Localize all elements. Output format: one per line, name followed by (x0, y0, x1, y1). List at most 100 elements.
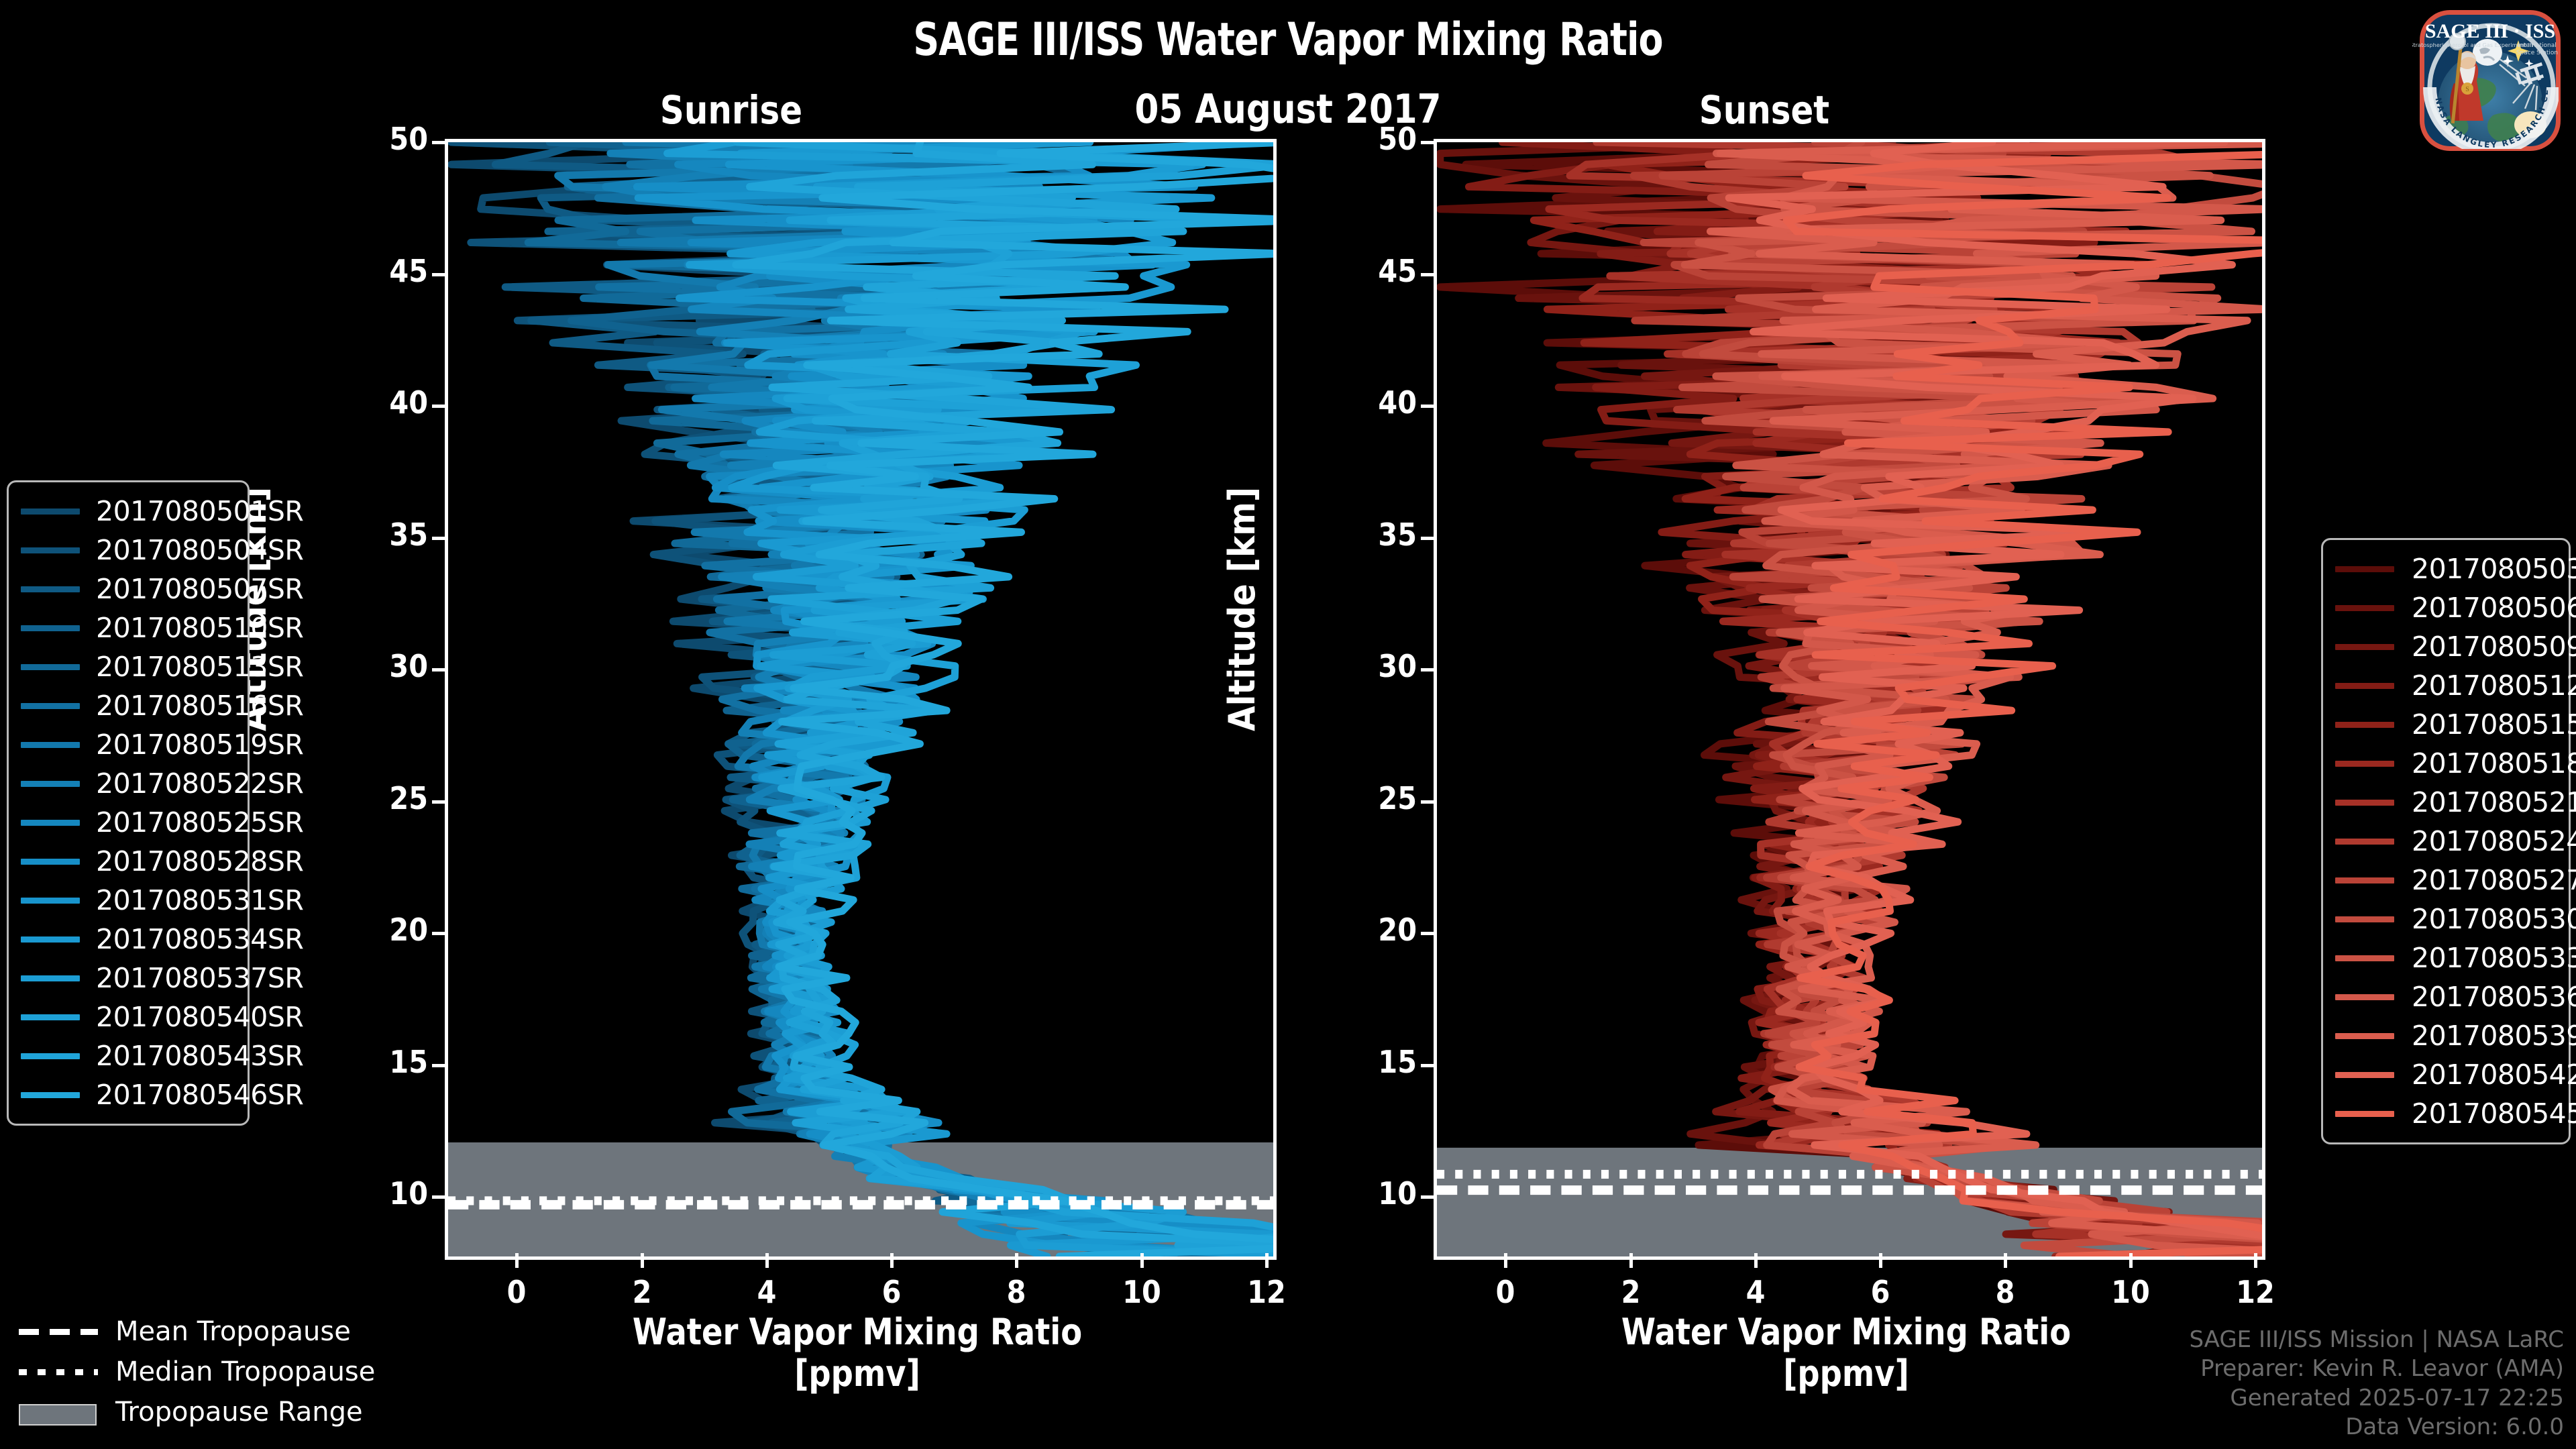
x-tick-label: 12 (2236, 1274, 2275, 1310)
legend-item[interactable]: 2017080513SR (21, 647, 304, 686)
x-tick-mark (515, 1253, 519, 1268)
legend-color-swatch (21, 625, 80, 631)
x-tick-label: 2 (1621, 1274, 1641, 1310)
legend-item[interactable]: 2017080503SS (2335, 549, 2576, 588)
legend-item-label: 2017080509SS (2412, 631, 2576, 663)
legend-item-label: 2017080519SR (96, 729, 304, 761)
y-tick-label: 15 (1378, 1043, 1417, 1080)
y-tick-mark (432, 800, 447, 804)
legend-item[interactable]: 2017080531SR (21, 881, 304, 920)
y-tick-mark (432, 272, 447, 276)
x-tick-label: 4 (1746, 1274, 1766, 1310)
y-tick-label: 45 (389, 252, 428, 289)
legend-item[interactable]: 2017080527SS (2335, 861, 2576, 900)
legend-item[interactable]: 2017080543SR (21, 1036, 304, 1075)
x-tick-mark (765, 1253, 769, 1268)
y-tick-mark (1421, 536, 1436, 540)
legend-item-label: 2017080516SR (96, 690, 304, 722)
legend-item-label: 2017080534SR (96, 923, 304, 955)
x-tick-mark (640, 1253, 644, 1268)
footer-credits: SAGE III/ISS Mission | NASA LaRC Prepare… (2189, 1326, 2564, 1442)
legend-item[interactable]: 2017080539SS (2335, 1016, 2576, 1055)
legend-color-swatch (21, 936, 80, 943)
legend-item[interactable]: 2017080521SS (2335, 783, 2576, 822)
dotted-line-icon (19, 1363, 98, 1381)
page-title: SAGE III/ISS Water Vapor Mixing Ratio (913, 13, 1663, 66)
tropopause-legend: Mean Tropopause Median Tropopause Tropop… (19, 1311, 375, 1432)
legend-item[interactable]: 2017080501SR (21, 492, 304, 531)
legend-item[interactable]: 2017080516SR (21, 686, 304, 725)
legend-item[interactable]: 2017080533SS (2335, 938, 2576, 977)
legend-color-swatch (21, 897, 80, 904)
y-tick-mark (1421, 405, 1436, 409)
legend-item-label: 2017080531SR (96, 884, 304, 916)
legend-color-swatch (21, 586, 80, 592)
legend-item-label: 2017080521SS (2412, 786, 2576, 818)
y-tick-label: 10 (389, 1175, 428, 1212)
legend-color-swatch (21, 663, 80, 670)
x-tick-label: 8 (1996, 1274, 2015, 1310)
legend-item-label: 2017080522SR (96, 767, 304, 800)
tropopause-range-label: Tropopause Range (115, 1397, 363, 1428)
x-tick-label: 0 (507, 1274, 527, 1310)
x-tick-mark (1265, 1253, 1269, 1268)
profile-line (1706, 142, 2262, 1241)
profile-line (1782, 151, 2262, 1256)
sunset-plot-area (1434, 139, 2265, 1260)
legend-item[interactable]: 2017080528SR (21, 842, 304, 881)
legend-item[interactable]: 2017080537SR (21, 959, 304, 998)
svg-text:S: S (2465, 86, 2469, 93)
x-tick-mark (890, 1253, 894, 1268)
legend-color-swatch (21, 1053, 80, 1059)
legend-item[interactable]: 2017080536SS (2335, 977, 2576, 1016)
sunrise-event-legend[interactable]: 2017080501SR 2017080504SR 2017080507SR 2017… (7, 480, 304, 1126)
legend-item-label: 2017080543SR (96, 1040, 304, 1072)
y-tick-label: 40 (389, 384, 428, 421)
sunrise-plot-area (445, 139, 1277, 1260)
right-x-label-line2: [ppmv] (1783, 1352, 1909, 1395)
y-tick-mark (432, 405, 447, 409)
y-tick-label: 25 (1378, 780, 1417, 816)
legend-item[interactable]: 2017080534SR (21, 920, 304, 959)
legend-item-label: 2017080527SS (2412, 864, 2576, 896)
legend-item[interactable]: 2017080510SR (21, 608, 304, 647)
x-tick-label: 12 (1247, 1274, 1286, 1310)
legend-color-swatch (21, 780, 80, 787)
legend-item[interactable]: 2017080512SS (2335, 666, 2576, 705)
legend-item[interactable]: 2017080540SR (21, 998, 304, 1036)
legend-item[interactable]: 2017080519SR (21, 725, 304, 764)
legend-item[interactable]: 2017080545SS (2335, 1094, 2576, 1133)
legend-item[interactable]: 2017080509SS (2335, 627, 2576, 666)
legend-item-label: 2017080506SS (2412, 592, 2576, 624)
y-tick-mark (1421, 272, 1436, 276)
y-tick-label: 10 (1378, 1175, 1417, 1212)
left-panel-title: Sunrise (659, 87, 803, 133)
legend-item[interactable]: 2017080515SS (2335, 705, 2576, 744)
legend-item-label: 2017080537SR (96, 962, 304, 994)
legend-color-swatch (2335, 994, 2394, 1000)
legend-item[interactable]: 2017080546SR (21, 1075, 304, 1114)
legend-item[interactable]: 2017080504SR (21, 531, 304, 570)
legend-item[interactable]: 2017080522SR (21, 764, 304, 803)
legend-item[interactable]: 2017080530SS (2335, 900, 2576, 938)
legend-item[interactable]: 2017080542SS (2335, 1055, 2576, 1094)
legend-item-label: 2017080545SS (2412, 1097, 2576, 1130)
y-tick-label: 45 (1378, 252, 1417, 289)
legend-color-swatch (21, 1014, 80, 1020)
legend-item[interactable]: 2017080525SR (21, 803, 304, 842)
legend-color-swatch (2335, 1110, 2394, 1117)
legend-item[interactable]: 2017080524SS (2335, 822, 2576, 861)
y-tick-mark (1421, 800, 1436, 804)
legend-color-swatch (2335, 604, 2394, 611)
legend-item[interactable]: 2017080506SS (2335, 588, 2576, 627)
y-tick-label: 30 (1378, 648, 1417, 685)
legend-item-label: 2017080515SS (2412, 708, 2576, 741)
sunset-event-legend[interactable]: 2017080503SS 2017080506SS 2017080509SS 2017… (2321, 538, 2576, 1144)
footer-mission: SAGE III/ISS Mission | NASA LaRC (2189, 1326, 2564, 1353)
x-tick-label: 6 (1870, 1274, 1890, 1310)
x-tick-mark (1879, 1253, 1883, 1268)
legend-item[interactable]: 2017080507SR (21, 570, 304, 608)
y-tick-mark (432, 1063, 447, 1067)
legend-item[interactable]: 2017080518SS (2335, 744, 2576, 783)
x-tick-mark (1015, 1253, 1019, 1268)
